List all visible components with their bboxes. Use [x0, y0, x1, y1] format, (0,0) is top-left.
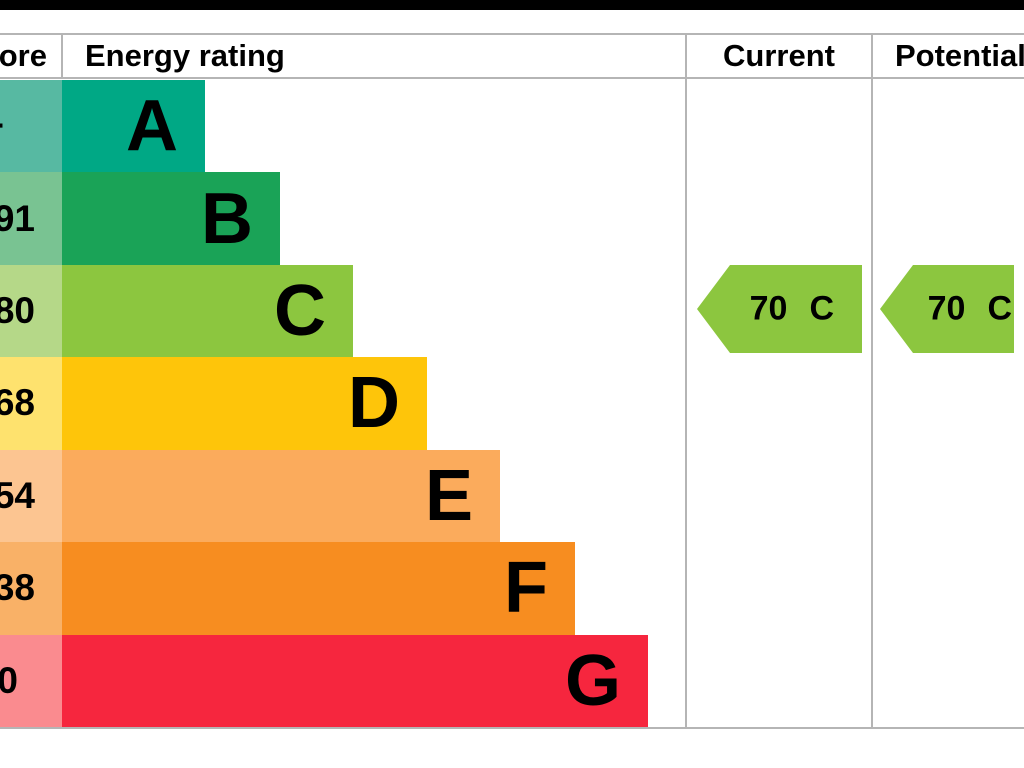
- rating-row-a: 92+ A: [0, 80, 1024, 173]
- rating-bar-g: G: [62, 634, 648, 727]
- score-range-c: 69-80: [0, 290, 35, 332]
- rating-bar-b: B: [62, 172, 280, 265]
- current-rating-band: C: [809, 289, 834, 328]
- score-cell-g: 1-20: [0, 634, 62, 727]
- potential-rating-arrow: 70 C: [880, 265, 1014, 353]
- rating-bar-d: D: [62, 357, 427, 450]
- band-letter-d: D: [348, 363, 400, 444]
- potential-column-divider: [871, 33, 873, 729]
- score-range-g: 1-20: [0, 659, 18, 701]
- rating-row-b: 81-91 B: [0, 172, 1024, 265]
- score-cell-c: 69-80: [0, 264, 62, 358]
- table-top-border: [0, 33, 1024, 35]
- score-range-e: 39-54: [0, 474, 35, 516]
- score-range-b: 81-91: [0, 197, 35, 239]
- rating-bar-f: F: [62, 542, 575, 635]
- score-column-header-label: Score: [0, 38, 47, 73]
- rating-row-e: 39-54 E: [0, 449, 1024, 543]
- letterbox-top-bar: [0, 0, 1024, 10]
- band-letter-b: B: [201, 178, 253, 259]
- current-column-header: Current: [723, 38, 835, 73]
- rating-row-f: 21-38 F: [0, 542, 1024, 635]
- score-column-divider: [61, 33, 63, 79]
- potential-rating-label: 70 C: [928, 290, 1012, 329]
- score-cell-b: 81-91: [0, 172, 62, 265]
- energy-rating-column-header: Energy rating: [85, 38, 285, 73]
- score-range-d: 55-68: [0, 382, 35, 424]
- rating-bar-a: A: [62, 80, 205, 173]
- rating-rows: 92+ A 81-91 B 69-80 C 55-68: [0, 80, 1024, 727]
- potential-rating-value: 70: [927, 289, 966, 328]
- score-cell-a: 92+: [0, 80, 62, 173]
- table-bottom-border: [0, 727, 1024, 729]
- rating-row-g: 1-20 G: [0, 634, 1024, 727]
- band-letter-f: F: [504, 548, 548, 629]
- score-cell-e: 39-54: [0, 449, 62, 543]
- band-letter-g: G: [564, 640, 621, 721]
- score-range-a: 92+: [0, 105, 4, 147]
- potential-rating-band: C: [987, 289, 1012, 328]
- rating-bar-e: E: [62, 449, 500, 543]
- rating-row-c: 69-80 C: [0, 264, 1024, 358]
- current-rating-label: 70 C: [750, 290, 834, 329]
- potential-column-header: Potential: [895, 38, 1024, 73]
- band-letter-e: E: [424, 455, 473, 536]
- score-column-header: Score: [0, 35, 62, 77]
- score-cell-d: 55-68: [0, 357, 62, 450]
- header-bottom-border: [0, 77, 1024, 79]
- current-column-divider: [685, 33, 687, 729]
- current-rating-arrow: 70 C: [697, 265, 862, 353]
- rating-bar-c: C: [62, 264, 353, 358]
- score-cell-f: 21-38: [0, 542, 62, 635]
- rating-row-d: 55-68 D: [0, 357, 1024, 450]
- band-letter-c: C: [274, 271, 326, 352]
- band-letter-a: A: [126, 86, 178, 167]
- score-range-f: 21-38: [0, 567, 35, 609]
- current-rating-value: 70: [749, 289, 788, 328]
